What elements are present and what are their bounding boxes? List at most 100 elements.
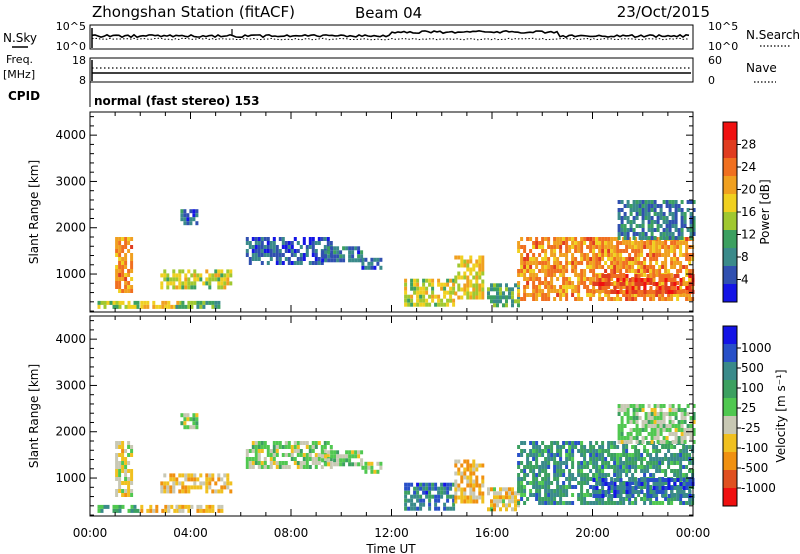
velocity-echo-cell: [646, 441, 650, 445]
velocity-echo-cell: [620, 408, 624, 412]
power-echo-cell: [631, 290, 635, 294]
velocity-echo-cell: [434, 498, 438, 503]
power-echo-cell: [592, 241, 596, 245]
velocity-echo-cell: [314, 457, 318, 461]
power-echo-cell: [229, 273, 233, 278]
velocity-echo-cell: [653, 404, 657, 408]
power-echo-cell: [321, 250, 325, 255]
power-echo-cell: [124, 257, 128, 261]
velocity-echo-cell: [673, 497, 677, 501]
velocity-echo-cell: [655, 453, 659, 457]
power-echo-cell: [193, 300, 197, 305]
velocity-echo-cell: [571, 457, 575, 461]
power-echo-cell: [130, 237, 134, 241]
power-echo-cell: [443, 282, 447, 287]
velocity-echo-cell: [469, 491, 473, 496]
velocity-echo-cell: [679, 469, 683, 473]
velocity-echo-cell: [269, 449, 273, 453]
power-echo-cell: [647, 204, 651, 208]
velocity-echo-cell: [208, 477, 212, 482]
power-echo-cell: [121, 277, 125, 281]
velocity-echo-cell: [673, 478, 677, 482]
velocity-echo-cell: [115, 493, 119, 497]
velocity-echo-cell: [677, 436, 681, 440]
power-echo-cell: [496, 283, 499, 288]
velocity-echo-cell: [419, 506, 423, 511]
velocity-echo-cell: [217, 508, 221, 513]
power-echo-cell: [460, 295, 464, 300]
power-echo-cell: [452, 290, 456, 295]
power-echo-cell: [460, 263, 464, 268]
velocity-echo-cell: [469, 479, 473, 484]
power-echo-cell: [193, 285, 197, 290]
velocity-echo-cell: [677, 408, 681, 412]
power-echo-cell: [535, 293, 539, 297]
power-echo-cell: [692, 200, 696, 204]
velocity-echo-cell: [553, 461, 557, 465]
velocity-echo-cell: [419, 494, 423, 499]
velocity-echo-cell: [638, 408, 642, 412]
power-echo-cell: [361, 257, 365, 262]
power-echo-cell: [620, 208, 624, 212]
power-echo-cell: [269, 245, 273, 249]
velocity-echo-cell: [610, 453, 614, 457]
power-echo-cell: [112, 304, 116, 309]
velocity-echo-cell: [583, 453, 587, 457]
power-echo-cell: [640, 290, 644, 294]
velocity-echo-cell: [208, 508, 212, 513]
velocity-echo-cell: [266, 453, 270, 457]
velocity-echo-cell: [499, 487, 502, 492]
power-echo-cell: [652, 269, 656, 273]
power-echo-cell: [302, 237, 306, 241]
power-colorbar-tick-label: 16: [741, 205, 756, 219]
power-echo-cell: [692, 208, 696, 212]
power-echo-cell: [410, 302, 414, 307]
power-echo-cell: [183, 217, 187, 222]
power-echo-cell: [278, 261, 282, 265]
velocity-echo-cell: [613, 473, 617, 477]
velocity-echo-cell: [553, 465, 557, 469]
velocity-echo-cell: [580, 453, 584, 457]
power-colorbar-tick-label: 28: [741, 138, 756, 152]
power-colorbar-swatch: [723, 194, 737, 213]
velocity-echo-cell: [226, 477, 230, 482]
power-echo-cell: [631, 257, 635, 261]
power-echo-cell: [553, 237, 557, 241]
power-echo-cell: [466, 283, 470, 288]
velocity-echo-cell: [662, 412, 666, 416]
power-echo-cell: [659, 236, 663, 240]
velocity-echo-cell: [680, 440, 684, 444]
power-echo-cell: [568, 249, 572, 253]
velocity-echo-cell: [329, 445, 333, 449]
power-echo-cell: [164, 304, 168, 309]
power-echo-cell: [671, 204, 675, 208]
velocity-echo-cell: [121, 441, 125, 445]
velocity-echo-cell: [547, 485, 551, 489]
power-echo-cell: [302, 253, 306, 257]
power-echo-cell: [248, 245, 252, 249]
power-echo-cell: [257, 241, 261, 245]
velocity-echo-cell: [628, 501, 632, 505]
power-echo-cell: [565, 293, 569, 297]
velocity-echo-cell: [641, 420, 645, 424]
power-echo-cell: [547, 281, 551, 285]
power-echo-cell: [351, 250, 355, 255]
power-echo-cell: [538, 281, 542, 285]
power-echo-cell: [623, 236, 627, 240]
velocity-echo-cell: [568, 445, 572, 449]
power-echo-cell: [330, 258, 334, 263]
power-echo-cell: [311, 241, 315, 245]
power-echo-cell: [646, 253, 650, 257]
power-echo-cell: [571, 241, 575, 245]
power-echo-cell: [196, 304, 200, 309]
power-echo-cell: [650, 236, 654, 240]
power-echo-cell: [592, 265, 596, 269]
velocity-echo-cell: [626, 416, 630, 420]
velocity-echo-cell: [631, 465, 635, 469]
power-echo-cell: [351, 254, 355, 259]
power-echo-cell: [180, 213, 184, 218]
velocity-echo-cell: [422, 502, 426, 507]
velocity-echo-cell: [656, 416, 660, 420]
power-echo-cell: [673, 261, 677, 265]
power-echo-cell: [342, 246, 346, 251]
